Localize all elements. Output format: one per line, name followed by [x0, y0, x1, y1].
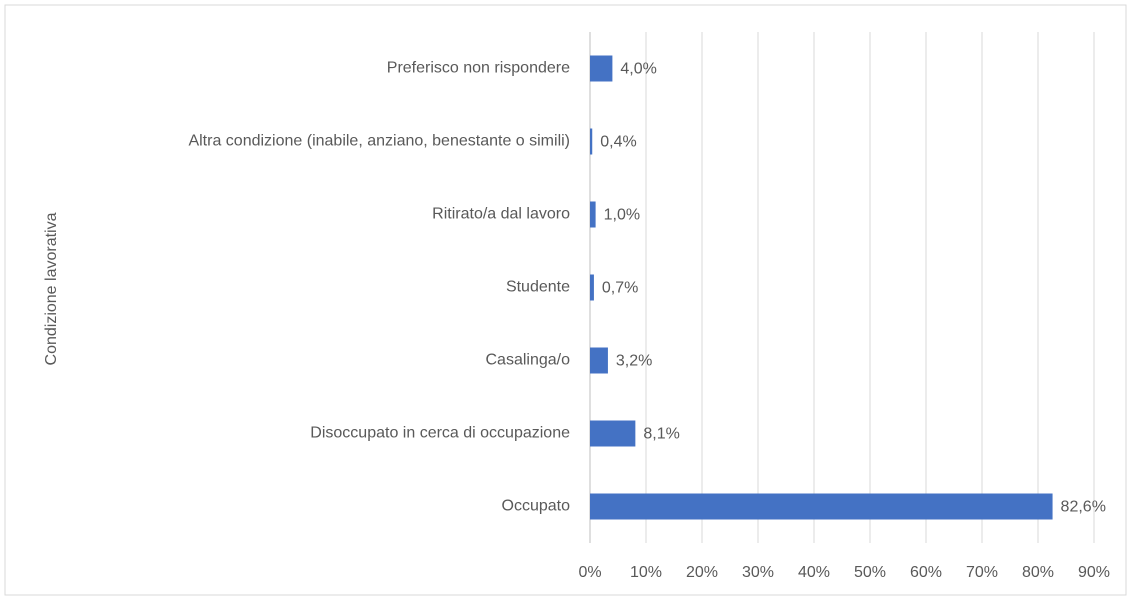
x-tick-label: 90% — [1078, 564, 1110, 581]
y-tick-label: Occupato — [502, 498, 571, 515]
x-tick-label: 40% — [798, 564, 830, 581]
x-tick-label: 30% — [742, 564, 774, 581]
value-label: 1,0% — [604, 207, 640, 224]
value-label: 82,6% — [1061, 499, 1106, 516]
y-tick-label: Preferisco non rispondere — [387, 60, 570, 77]
bar — [590, 201, 596, 228]
y-tick-label: Altra condizione (inabile, anziano, bene… — [188, 133, 570, 150]
x-tick-label: 60% — [910, 564, 942, 581]
bar — [590, 420, 636, 447]
y-tick-label: Studente — [506, 279, 570, 296]
value-label: 3,2% — [616, 353, 652, 370]
x-tick-label: 10% — [630, 564, 662, 581]
x-tick-label: 0% — [578, 564, 601, 581]
y-tick-label: Disoccupato in cerca di occupazione — [310, 425, 570, 442]
x-tick-label: 50% — [854, 564, 886, 581]
y-tick-label: Ritirato/a dal lavoro — [432, 206, 570, 223]
y-tick-label: Casalinga/o — [486, 352, 571, 369]
x-tick-label: 20% — [686, 564, 718, 581]
value-label: 4,0% — [620, 61, 656, 78]
x-tick-label: 80% — [1022, 564, 1054, 581]
value-label: 0,4% — [600, 134, 636, 151]
bar — [590, 274, 594, 301]
value-label: 8,1% — [643, 426, 679, 443]
y-axis-label: Condizione lavorativa — [43, 212, 60, 365]
bar — [590, 347, 608, 374]
value-label: 0,7% — [602, 280, 638, 297]
bar — [590, 493, 1053, 520]
chart-frame — [4, 4, 1127, 596]
x-tick-label: 70% — [966, 564, 998, 581]
bar — [590, 128, 593, 155]
bar — [590, 55, 613, 82]
